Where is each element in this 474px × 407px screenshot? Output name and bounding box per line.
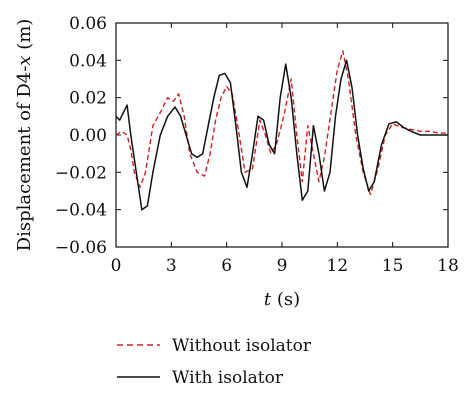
- y-axis-variable: x: [14, 56, 35, 66]
- x-tick-label-4: 12: [327, 256, 349, 276]
- y-tick-label-2: −0.02: [55, 163, 107, 183]
- x-axis-title: t (s): [264, 289, 300, 310]
- x-tick-label-2: 6: [221, 256, 232, 276]
- y-axis-title: Displacement of D4-x (m): [14, 19, 35, 252]
- y-tick-label-4: 0.02: [69, 89, 107, 109]
- plot-frame-group: [115, 22, 449, 248]
- x-tick-label-6: 18: [437, 256, 459, 276]
- x-tick-label-0: 0: [111, 256, 122, 276]
- y-tick-label-5: 0.04: [69, 51, 107, 71]
- legend: Without isolator With isolator: [117, 336, 312, 388]
- x-tick-label-5: 15: [382, 256, 404, 276]
- y-axis-unit: (m): [14, 19, 35, 56]
- plot-frame: [115, 22, 449, 248]
- y-axis-prefix: Displacement of D4-: [14, 66, 35, 252]
- x-tick-label-1: 3: [166, 256, 177, 276]
- y-tick-label-3: 0.00: [69, 126, 107, 146]
- y-tick-label-6: 0.06: [69, 14, 107, 34]
- y-tick-label-0: −0.06: [55, 238, 107, 258]
- legend-label-without-isolator: Without isolator: [172, 336, 312, 356]
- series-line-with-isolator: [115, 59, 448, 211]
- y-tick-label-1: −0.04: [55, 201, 107, 221]
- x-tick-label-3: 9: [277, 256, 288, 276]
- axis-ticks: 0 3 6 9 12 15 18 −0.06 −0.04 −0.02 0.00 0.02 0.04 0.0…: [55, 14, 459, 276]
- series-layer: [115, 50, 448, 211]
- x-axis-unit: (s): [271, 289, 300, 310]
- legend-label-with-isolator: With isolator: [172, 368, 284, 388]
- x-axis-variable: t: [264, 289, 272, 310]
